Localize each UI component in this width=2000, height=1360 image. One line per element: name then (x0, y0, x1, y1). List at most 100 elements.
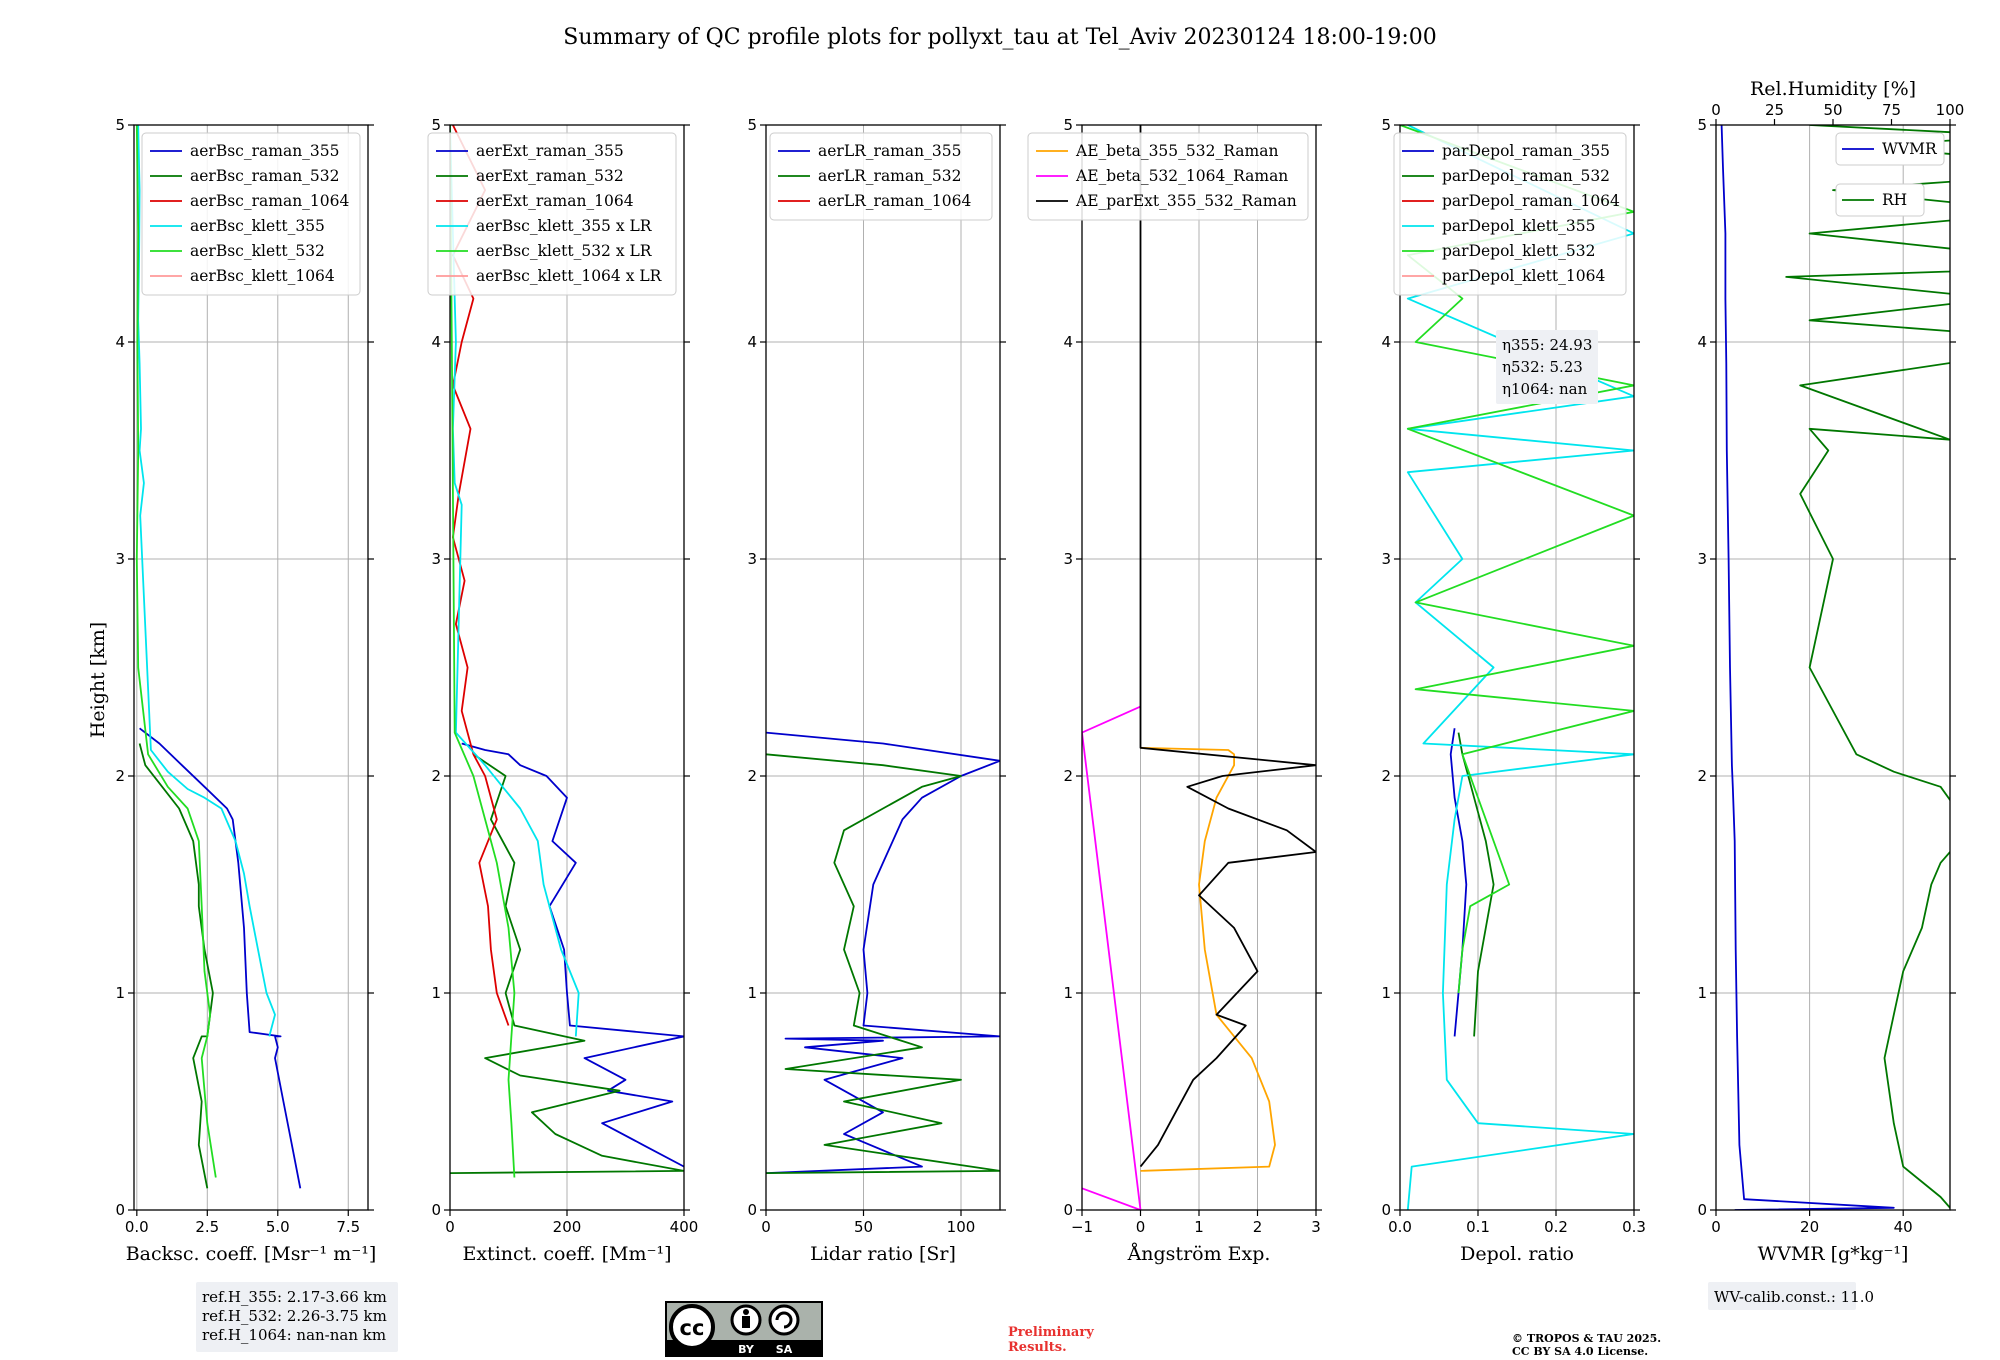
axes-frame (1399, 124, 1635, 1211)
x-tick-label: 0.0 (1388, 1218, 1412, 1236)
series-group (1720, 125, 1950, 1210)
legend-entry: parDepol_klett_355 (1442, 217, 1595, 235)
legend-entry: parDepol_klett_532 (1442, 242, 1595, 260)
svg-text:cc: cc (680, 1316, 705, 1340)
x-tick-label: 40 (1894, 1218, 1913, 1236)
series-line-AE_beta_532_1064_Raman (1082, 705, 1142, 1210)
series-line-RH (1785, 125, 1950, 1209)
y-tick-label: 2 (747, 767, 757, 785)
legend: aerLR_raman_355 aerLR_raman_532 aerLR_rama… (769, 132, 993, 221)
legend-frame (769, 132, 993, 221)
eta-box-bg (1496, 330, 1598, 404)
y-tick-label: 3 (431, 550, 441, 568)
y-tick-label: 1 (115, 984, 125, 1002)
legend-entry: aerExt_raman_532 (476, 167, 624, 185)
y-tick-label: 1 (1063, 984, 1073, 1002)
x-tick-label: −1 (1071, 1218, 1093, 1236)
y-tick-label: 0 (431, 1201, 441, 1219)
legend-entry: aerBsc_klett_532 x LR (476, 242, 653, 260)
y-tick-label: 1 (1697, 984, 1707, 1002)
legend-entry: parDepol_klett_1064 (1442, 267, 1605, 285)
y-tick-label: 4 (431, 333, 441, 351)
series-line-aerExt_raman_355 (461, 742, 684, 1168)
y-tick-label: 5 (1697, 116, 1707, 134)
y-tick-label: 1 (431, 984, 441, 1002)
y-tick-label: 4 (1697, 333, 1707, 351)
y-tick-label: 2 (115, 767, 125, 785)
legend-wvmr: WVMR (1835, 132, 1945, 166)
y-tick-label: 3 (1697, 550, 1707, 568)
x-tick-label: 20 (1800, 1218, 1819, 1236)
legend-entry: AE_parExt_355_532_Raman (1075, 192, 1297, 210)
x-tick-label: 0 (445, 1218, 455, 1236)
x-tick-label: 0.3 (1622, 1218, 1646, 1236)
legend-frame (1835, 132, 1945, 166)
top-x-tick-label: 100 (1936, 101, 1965, 119)
cc-sa-label: SA (776, 1343, 793, 1356)
cc-license-badge: cc BY SA (665, 1301, 823, 1357)
series-line-parDepol_klett_532 (1400, 125, 1634, 994)
cc-by-label: BY (738, 1343, 755, 1356)
share-alike-icon (768, 1304, 800, 1336)
series-line-aerExt_raman_532 (450, 753, 684, 1174)
legend-frame (1393, 132, 1627, 296)
legend-entry: aerBsc_klett_355 (190, 217, 325, 235)
x-axis-label: Lidar ratio [Sr] (810, 1243, 956, 1265)
ref-h-355: ref.H_355: 2.17-3.66 km (202, 1288, 387, 1306)
figure-title: Summary of QC profile plots for pollyxt_… (563, 25, 1436, 50)
panel-1: 0.0 2.5 5.0 7.5 0 1 2 3 4 5 Backsc. coeff. [Msr⁻¹ … (115, 116, 376, 1265)
legend-entry: aerExt_raman_355 (476, 142, 624, 160)
x-axis-label: Ångström Exp. (1127, 1243, 1271, 1265)
legend-entry: aerLR_raman_1064 (818, 192, 971, 210)
series-group (766, 731, 1000, 1174)
wv-calib-text: WV-calib.const.: 11.0 (1714, 1288, 1874, 1306)
legend-entry: parDepol_raman_355 (1442, 142, 1610, 160)
eta-line-1064: η1064: nan (1502, 380, 1588, 398)
legend-entry: aerExt_raman_1064 (476, 192, 634, 210)
legend: AE_beta_355_532_Raman AE_beta_532_1064_Ra… (1027, 132, 1309, 221)
wv-calibration-box: WV-calib.const.: 11.0 (1708, 1282, 1874, 1310)
top-x-tick-label: 75 (1882, 101, 1901, 119)
legend-entry: RH (1882, 191, 1907, 209)
panel-5: 0.0 0.1 0.2 0.3 0 1 2 3 4 5 Depol. ratio parDepol_r… (1381, 116, 1645, 1265)
legend-frame (141, 132, 361, 296)
copyright-line-2: CC BY SA 4.0 License. (1512, 1345, 1648, 1358)
top-x-axis-label: Rel.Humidity [%] (1750, 78, 1916, 100)
legend-entry: aerBsc_raman_532 (190, 167, 340, 185)
x-tick-label: 3 (1311, 1218, 1321, 1236)
cc-logo-icon (669, 1304, 715, 1350)
x-axis-label: Depol. ratio (1460, 1243, 1574, 1265)
y-tick-label: 4 (1063, 333, 1073, 351)
y-tick-label: 0 (115, 1201, 125, 1219)
legend-entry: aerLR_raman_532 (818, 167, 961, 185)
series-line-parDepol_raman_532 (1457, 732, 1495, 1037)
legend-entry: aerBsc_klett_532 (190, 242, 325, 260)
legend: aerExt_raman_355 aerExt_raman_532 aerExt_r… (427, 132, 677, 296)
y-tick-label: 5 (747, 116, 757, 134)
series-line-aerLR_raman_355 (766, 731, 1000, 1174)
copyright-line-1: © TROPOS & TAU 2025. (1512, 1332, 1661, 1345)
y-tick-label: 5 (115, 116, 125, 134)
x-tick-label: 0 (761, 1218, 771, 1236)
y-tick-label: 3 (747, 550, 757, 568)
series-line-WVMR (1720, 125, 1895, 1210)
x-axis-label: WVMR [g*kg⁻¹] (1758, 1243, 1909, 1265)
y-tick-label: 5 (1063, 116, 1073, 134)
y-tick-label: 2 (1063, 767, 1073, 785)
y-tick-label: 2 (1697, 767, 1707, 785)
top-x-tick-label: 25 (1765, 101, 1784, 119)
series-group (1400, 125, 1634, 1210)
y-tick-label: 3 (1063, 550, 1073, 568)
series-line-aerBsc_klett_532 (135, 125, 217, 1178)
series-group (450, 125, 684, 1178)
y-tick-label: 3 (1381, 550, 1391, 568)
series-line-aerBsc_klett_532 x LR (450, 125, 516, 1178)
y-tick-label: 1 (1381, 984, 1391, 1002)
y-tick-label: 4 (1381, 333, 1391, 351)
panel-6: 0 20 40 0 1 2 3 4 5 WVMR [g*kg⁻¹] 0 25 50 75 100 Rel.Hu… (1697, 78, 1965, 1265)
x-tick-label: 2.5 (195, 1218, 219, 1236)
legend-frame (1027, 132, 1309, 221)
panel-2: 0 200 400 0 1 2 3 4 5 Extinct. coeff. [Mm⁻¹] aerEx… (427, 116, 698, 1265)
top-x-tick-label: 0 (1711, 101, 1721, 119)
